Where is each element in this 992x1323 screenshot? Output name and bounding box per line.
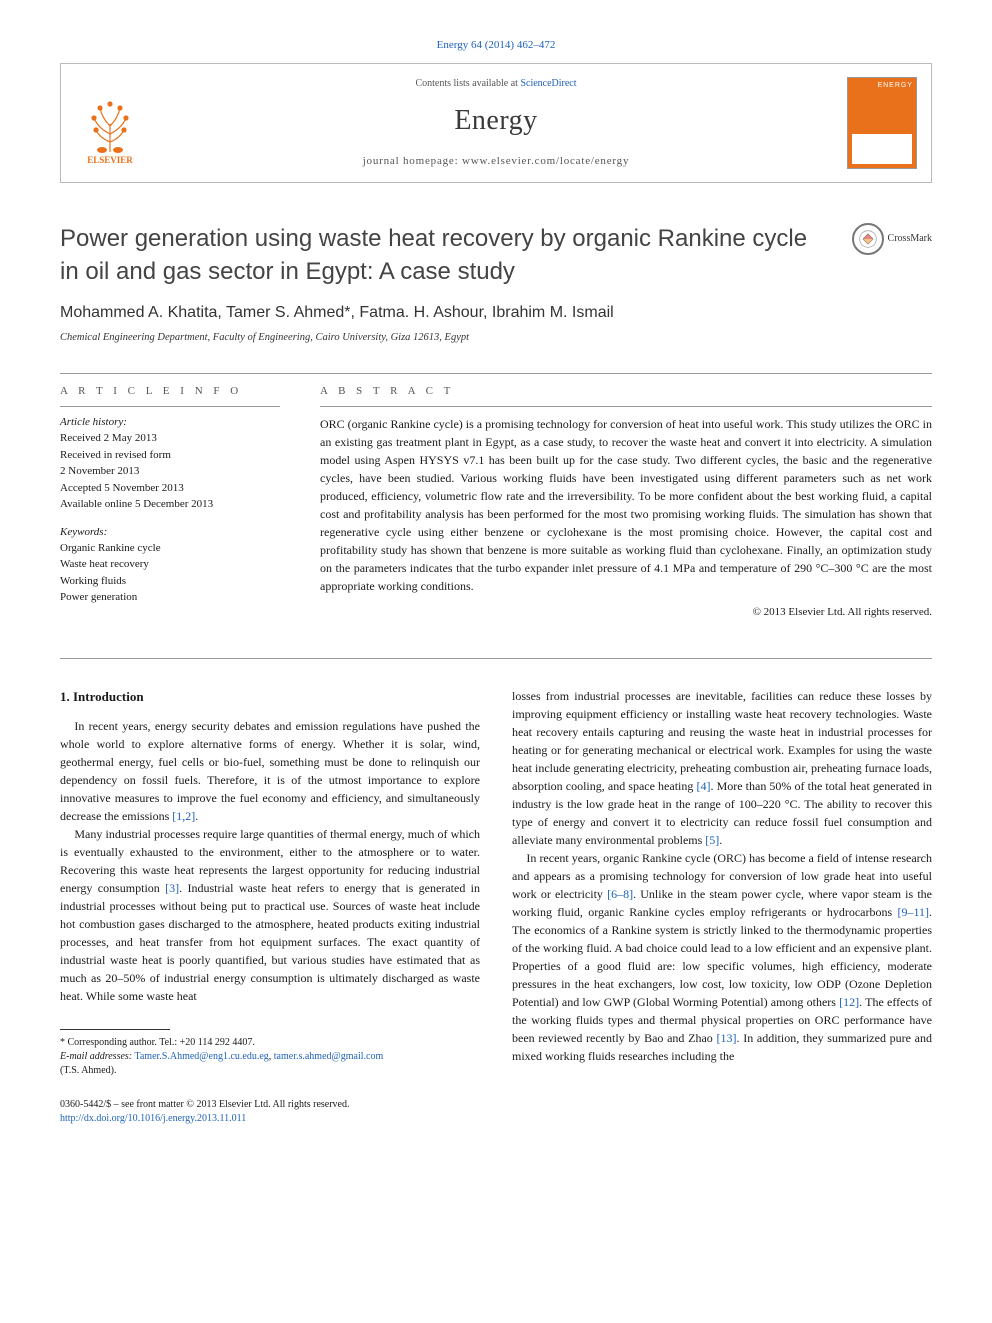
keyword-item: Power generation — [60, 589, 280, 606]
page-container: Energy 64 (2014) 462–472 — [0, 0, 992, 1166]
history-item: 2 November 2013 — [60, 463, 280, 480]
homepage-line: journal homepage: www.elsevier.com/locat… — [145, 154, 847, 169]
left-column: 1. Introduction In recent years, energy … — [60, 687, 480, 1126]
history-item: Accepted 5 November 2013 — [60, 480, 280, 497]
email-link[interactable]: tamer.s.ahmed@gmail.com — [274, 1051, 383, 1062]
body-text: . — [719, 833, 722, 847]
homepage-prefix: journal homepage: — [363, 155, 462, 167]
ref-link[interactable]: [4] — [696, 779, 710, 793]
body-text: . The economics of a Rankine system is s… — [512, 905, 932, 1009]
copyright-line: © 2013 Elsevier Ltd. All rights reserved… — [320, 605, 932, 620]
doi-link[interactable]: http://dx.doi.org/10.1016/j.energy.2013.… — [60, 1113, 246, 1124]
right-column: losses from industrial processes are ine… — [512, 687, 932, 1126]
elsevier-tree-icon — [82, 94, 138, 154]
citation-line: Energy 64 (2014) 462–472 — [60, 38, 932, 53]
body-text: . — [195, 809, 198, 823]
journal-cover-thumbnail[interactable]: ENERGY — [847, 77, 917, 169]
email-link[interactable]: Tamer.S.Ahmed@eng1.cu.edu.eg — [134, 1051, 268, 1062]
contents-line: Contents lists available at ScienceDirec… — [145, 77, 847, 91]
cover-title: ENERGY — [877, 81, 913, 91]
contents-prefix: Contents lists available at — [415, 78, 520, 89]
front-matter-line: 0360-5442/$ – see front matter © 2013 El… — [60, 1098, 480, 1112]
keyword-item: Organic Rankine cycle — [60, 540, 280, 557]
abstract-heading: A B S T R A C T — [320, 374, 932, 406]
ref-link[interactable]: [9–11] — [897, 905, 929, 919]
article-info-column: A R T I C L E I N F O Article history: R… — [60, 374, 280, 620]
sciencedirect-link[interactable]: ScienceDirect — [520, 78, 576, 89]
keyword-item: Working fluids — [60, 573, 280, 590]
history-label: Article history: — [60, 415, 280, 430]
history-item: Available online 5 December 2013 — [60, 496, 280, 513]
authors-line: Mohammed A. Khatita, Tamer S. Ahmed*, Fa… — [60, 302, 932, 324]
affiliation: Chemical Engineering Department, Faculty… — [60, 331, 932, 346]
article-title: Power generation using waste heat recove… — [60, 223, 832, 288]
publisher-name: ELSEVIER — [87, 154, 133, 167]
body-columns: 1. Introduction In recent years, energy … — [60, 658, 932, 1126]
email-label: E-mail addresses: — [60, 1051, 132, 1062]
keyword-item: Waste heat recovery — [60, 556, 280, 573]
crossmark-icon — [852, 223, 884, 255]
homepage-link[interactable]: www.elsevier.com/locate/energy — [462, 155, 629, 167]
abstract-text: ORC (organic Rankine cycle) is a promisi… — [320, 415, 932, 595]
history-item: Received 2 May 2013 — [60, 430, 280, 447]
journal-header: ELSEVIER Contents lists available at Sci… — [60, 63, 932, 183]
meta-row: A R T I C L E I N F O Article history: R… — [60, 373, 932, 620]
body-text: . Industrial waste heat refers to energy… — [60, 881, 480, 1003]
keywords-label: Keywords: — [60, 525, 280, 540]
crossmark-widget[interactable]: CrossMark — [852, 223, 932, 255]
ref-link[interactable]: [1,2] — [172, 809, 195, 823]
title-row: Power generation using waste heat recove… — [60, 223, 932, 288]
corresponding-author-footnote: * Corresponding author. Tel.: +20 114 29… — [60, 1036, 480, 1078]
abstract-column: A B S T R A C T ORC (organic Rankine cyc… — [320, 374, 932, 620]
body-text: losses from industrial processes are ine… — [512, 689, 932, 793]
body-text: In recent years, energy security debates… — [60, 719, 480, 823]
footnote-tail: (T.S. Ahmed). — [60, 1064, 480, 1078]
elsevier-logo[interactable]: ELSEVIER — [75, 80, 145, 166]
ref-link[interactable]: [12] — [839, 995, 859, 1009]
crossmark-label: CrossMark — [888, 232, 932, 246]
ref-link[interactable]: [6–8] — [607, 887, 633, 901]
ref-link[interactable]: [3] — [165, 881, 179, 895]
ref-link[interactable]: [13] — [717, 1031, 737, 1045]
section-heading-intro: 1. Introduction — [60, 687, 480, 707]
footnote-corr: * Corresponding author. Tel.: +20 114 29… — [60, 1036, 480, 1050]
history-item: Received in revised form — [60, 447, 280, 464]
header-center: Contents lists available at ScienceDirec… — [145, 77, 847, 170]
citation-link[interactable]: Energy 64 (2014) 462–472 — [437, 39, 556, 51]
journal-name: Energy — [145, 101, 847, 140]
ref-link[interactable]: [5] — [705, 833, 719, 847]
footnote-separator — [60, 1029, 170, 1030]
article-info-heading: A R T I C L E I N F O — [60, 374, 280, 406]
bottom-meta: 0360-5442/$ – see front matter © 2013 El… — [60, 1098, 480, 1126]
